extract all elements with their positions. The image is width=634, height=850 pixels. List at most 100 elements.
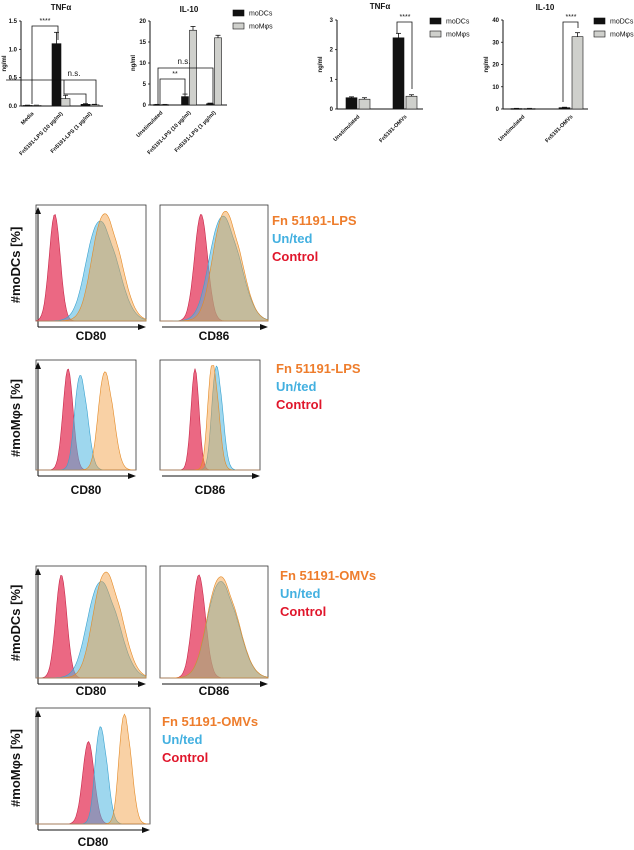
bar: [571, 36, 584, 110]
legend-label: moMφs: [249, 24, 273, 31]
legend-swatch: [232, 9, 245, 17]
y-tick-label: 2: [330, 48, 334, 54]
histogram-panel: CD86: [159, 565, 269, 698]
bar: [345, 97, 358, 110]
y-tick-label: 20: [492, 63, 499, 69]
histogram-legend-label: Un/ted: [272, 231, 313, 246]
chart-title: TNFα: [370, 2, 391, 11]
histogram-x-label: CD80: [76, 329, 107, 343]
x-tick-label: Fn5191-LPS (1 µg/ml): [174, 110, 218, 154]
y-axis-label: ng/ml: [484, 56, 490, 72]
legend-swatch: [593, 30, 606, 38]
histogram-y-label: #moDCs [%]: [8, 227, 23, 304]
y-tick-label: 1.5: [9, 19, 18, 25]
y-tick-label: 20: [139, 19, 146, 25]
histogram-y-label: #moMφs [%]: [8, 729, 23, 807]
x-tick-label: Unstimulated: [333, 114, 362, 143]
bar: [405, 95, 418, 110]
x-axis-arrowhead: [252, 473, 260, 479]
bar: [558, 107, 571, 110]
y-tick-label: 1.0: [9, 47, 18, 53]
x-tick-label: Fn5191-OMVs: [378, 114, 408, 144]
histogram-legend-label: Un/ted: [276, 379, 317, 394]
bar: [181, 96, 189, 106]
bar: [392, 37, 405, 110]
bar: [80, 104, 91, 107]
x-tick-label: Unstimulated: [498, 114, 527, 143]
bracket-il10-omv: [562, 21, 579, 102]
histogram-x-label: CD80: [71, 483, 102, 497]
x-axis-arrowhead: [142, 827, 150, 833]
histogram-untreated: [36, 375, 136, 471]
bar: [89, 104, 100, 107]
histogram-x-label: CD80: [76, 684, 107, 698]
y-tick-label: 0.5: [9, 76, 18, 82]
y-tick-label: 0.0: [9, 104, 18, 110]
legend-label: moDCs: [610, 19, 634, 26]
y-tick-label: 3: [330, 18, 334, 24]
y-tick-label: 0: [330, 107, 334, 113]
bar-chart-tnf-omv: TNFα ng/ml 0 1 2 3 Unstimulated Fn5191-OMVs moDC…: [318, 2, 470, 144]
bar: [214, 37, 222, 106]
legend-swatch: [232, 22, 245, 30]
legend-label: moDCs: [446, 19, 470, 26]
histogram-stimulated: [160, 210, 269, 322]
sig-label: n.s.: [68, 69, 81, 78]
legend-swatch: [429, 17, 442, 25]
y-tick-label: 40: [492, 18, 499, 24]
x-axis-arrowhead: [128, 473, 136, 479]
histogram-panel: CD80: [35, 359, 137, 497]
legend-label: moMφs: [610, 32, 634, 39]
legend-label: moMφs: [446, 32, 470, 39]
histogram-legend-label: Control: [276, 397, 322, 412]
histogram-legend-label: Control: [280, 604, 326, 619]
histogram-stimulated: [160, 576, 269, 679]
x-tick-label: Unstimulated: [136, 110, 165, 139]
x-tick-label: Media: [20, 111, 36, 127]
x-axis-arrowhead: [138, 681, 146, 687]
y-tick-label: 0: [143, 103, 147, 109]
chart-title: TNFα: [51, 3, 72, 12]
x-axis-arrowhead: [260, 324, 268, 330]
y-axis-label: ng/ml: [2, 55, 8, 71]
histogram-legend-label: Fn 51191-OMVs: [162, 714, 258, 729]
y-axis-label: ng/ml: [131, 55, 137, 71]
bar: [206, 103, 214, 106]
y-axis-arrowhead: [35, 568, 41, 575]
bracket-il10-lps-ns: [157, 67, 214, 104]
bar: [358, 98, 371, 110]
histogram-legend-label: Control: [272, 249, 318, 264]
histogram-panel: CD86: [159, 359, 261, 497]
y-axis-arrowhead: [35, 710, 41, 717]
x-tick-label: Fn5191-OMVs: [544, 114, 574, 144]
bar: [22, 105, 33, 107]
bracket-tnf-lps-main: [31, 25, 59, 104]
histogram-stimulated: [160, 365, 260, 471]
y-tick-label: 30: [492, 40, 499, 46]
histogram-panel: CD86: [159, 204, 269, 343]
sig-label: **: [172, 71, 178, 78]
bracket-tnf-lps-ns-inner: [63, 80, 87, 104]
sig-label: ****: [40, 18, 51, 25]
y-axis-label: ng/ml: [318, 56, 324, 72]
y-tick-label: 5: [143, 82, 147, 88]
histogram-y-label: #moDCs [%]: [8, 585, 23, 662]
chart-title: IL-10: [180, 5, 199, 14]
y-tick-label: 15: [139, 40, 146, 46]
bracket-il10-lps-star: [159, 78, 186, 104]
histogram-stimulated: [36, 571, 147, 679]
bar: [60, 98, 71, 107]
sig-label: ****: [400, 14, 411, 21]
y-tick-label: 0: [496, 107, 500, 113]
legend-swatch: [429, 30, 442, 38]
histogram-group-omv-modc: #moDCs [%] CD80 CD86 Fn 51191-OMVs Un/ted Con…: [8, 565, 376, 698]
bar-chart-il10-omv: IL-10 ng/ml 0 10 20 30 40 Unstimulated Fn5191-OM…: [484, 3, 634, 144]
chart-title: IL-10: [536, 3, 555, 12]
bar: [51, 43, 62, 107]
bracket-tnf-lps-ns: [6, 79, 97, 104]
histogram-group-lps-modc: #moDCs [%] CD80 CD86 Fn 51191-LPS Un/ted Cont…: [8, 204, 357, 343]
histogram-legend-label: Un/ted: [162, 732, 203, 747]
histogram-stimulated: [36, 713, 150, 825]
histogram-panel: CD80: [35, 565, 147, 698]
